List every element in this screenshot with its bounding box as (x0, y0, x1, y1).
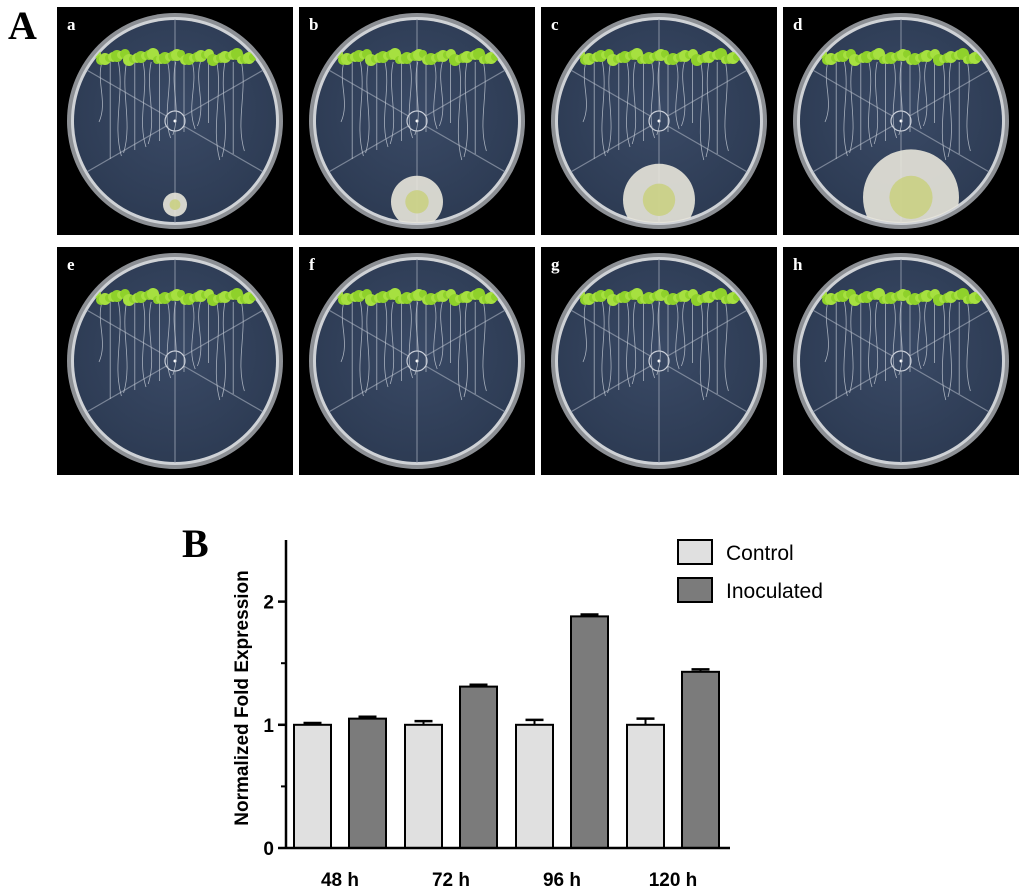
x-tick-label: 72 h (432, 870, 470, 891)
legend-label-control: Control (726, 542, 794, 565)
x-tick-label: 48 h (321, 870, 359, 891)
x-tick-label: 96 h (543, 870, 581, 891)
bar-control-120h (627, 725, 664, 848)
bar-control-96h (516, 725, 553, 848)
bar-control-72h (405, 725, 442, 848)
legend-swatch-control (678, 540, 712, 564)
legend-label-inoculated: Inoculated (726, 580, 823, 603)
bar-inoculated-48h (349, 719, 386, 848)
bar-control-48h (294, 725, 331, 848)
bar-inoculated-72h (460, 687, 497, 848)
y-tick-label: 0 (263, 839, 274, 860)
y-tick-label: 2 (263, 593, 274, 614)
legend-swatch-inoculated (678, 578, 712, 602)
x-tick-label: 120 h (649, 870, 698, 891)
y-axis-label: Normalized Fold Expression (232, 570, 253, 826)
bar-inoculated-120h (682, 672, 719, 848)
legend: Control Inoculated (678, 540, 823, 603)
y-tick-label: 1 (263, 716, 274, 737)
bar-inoculated-96h (571, 616, 608, 848)
